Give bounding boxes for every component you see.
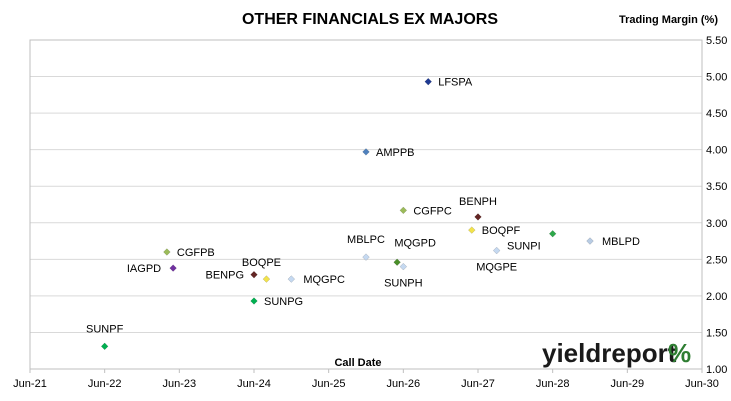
brand-logo: yieldreport % xyxy=(542,338,691,368)
data-label-benpg: BENPG xyxy=(205,270,244,282)
data-label-mqgpc: MQGPC xyxy=(303,274,345,286)
data-label-sunph: SUNPH xyxy=(384,278,423,290)
y-axis-title: Trading Margin (%) xyxy=(619,14,718,26)
x-tick-label: Jun-24 xyxy=(237,378,271,390)
data-point-boqpe xyxy=(262,275,271,283)
data-point-amppb xyxy=(362,148,370,156)
data-label-mqgpe: MQGPE xyxy=(476,262,517,274)
data-label-iagpd: IAGPD xyxy=(127,263,161,275)
data-point-boqpf xyxy=(468,226,476,234)
data-point-sunph xyxy=(399,262,408,271)
chart-title: OTHER FINANCIALS EX MAJORS xyxy=(242,11,498,28)
y-tick-label: 2.50 xyxy=(706,254,727,266)
data-points xyxy=(100,77,594,351)
y-axis-ticks: 1.00 1.50 2.00 2.50 3.00 3.50 4.00 4.50 5.00 5.50 xyxy=(706,35,727,376)
brand-text: yieldreport xyxy=(542,338,677,368)
data-label-boqpe: BOQPE xyxy=(242,257,281,269)
data-point-sunpf xyxy=(100,342,109,351)
data-label-mblpd: MBLPD xyxy=(602,236,640,248)
x-tick-label: Jun-28 xyxy=(536,378,570,390)
data-point-benpg xyxy=(250,270,258,279)
data-label-boqpf: BOQPF xyxy=(482,225,521,237)
x-axis-ticks: Jun-21 Jun-22 Jun-23 Jun-24 Jun-25 Jun-26 Jun-… xyxy=(13,369,719,390)
y-tick-label: 2.00 xyxy=(706,291,727,303)
x-tick-label: Jun-21 xyxy=(13,378,47,390)
data-point-benph xyxy=(474,213,482,221)
data-point-mqgpd xyxy=(393,258,401,267)
x-tick-label: Jun-23 xyxy=(163,378,197,390)
brand-percent-icon: % xyxy=(668,338,691,368)
data-point-iagpd xyxy=(169,264,177,272)
data-point-cgfpc xyxy=(399,206,408,215)
data-point-mblpd xyxy=(586,237,594,245)
x-axis-title: Call Date xyxy=(334,357,381,369)
data-point-mqgpe xyxy=(492,246,501,255)
x-tick-label: Jun-30 xyxy=(685,378,719,390)
data-point-sunpi xyxy=(548,229,557,238)
y-tick-label: 5.50 xyxy=(706,35,727,47)
y-tick-label: 3.00 xyxy=(706,218,727,230)
y-tick-label: 5.00 xyxy=(706,72,727,84)
data-label-benph: BENPH xyxy=(459,196,497,208)
x-tick-label: Jun-29 xyxy=(611,378,645,390)
x-tick-label: Jun-25 xyxy=(312,378,346,390)
data-point-sunpg xyxy=(250,297,258,305)
x-tick-label: Jun-27 xyxy=(461,378,495,390)
data-label-sunpg: SUNPG xyxy=(264,296,303,308)
data-label-cgfpc: CGFPC xyxy=(413,205,452,217)
y-tick-label: 4.00 xyxy=(706,145,727,157)
data-point-cgfpb xyxy=(163,248,171,256)
data-label-mblpc: MBLPC xyxy=(347,234,385,246)
data-label-sunpf: SUNPF xyxy=(86,323,124,335)
y-tick-label: 4.50 xyxy=(706,108,727,120)
y-tick-label: 1.50 xyxy=(706,327,727,339)
data-label-amppb: AMPPB xyxy=(376,147,415,159)
x-tick-label: Jun-22 xyxy=(88,378,122,390)
data-labels: LFSPA AMPPB CGFPC BENPH BOQPF SUNPI MBLPD MBLPC… xyxy=(86,77,640,336)
y-tick-label: 1.00 xyxy=(706,364,727,376)
data-point-lfspa xyxy=(424,77,432,86)
data-label-cgfpb: CGFPB xyxy=(177,247,215,259)
data-point-mblpc xyxy=(362,253,370,261)
data-label-mqgpd: MQGPD xyxy=(394,237,436,249)
plot-frame xyxy=(29,39,703,370)
data-point-mqgpc xyxy=(287,275,296,283)
data-label-sunpi: SUNPI xyxy=(507,241,541,253)
x-tick-label: Jun-26 xyxy=(387,378,421,390)
data-label-lfspa: LFSPA xyxy=(438,77,473,89)
y-tick-label: 3.50 xyxy=(706,181,727,193)
